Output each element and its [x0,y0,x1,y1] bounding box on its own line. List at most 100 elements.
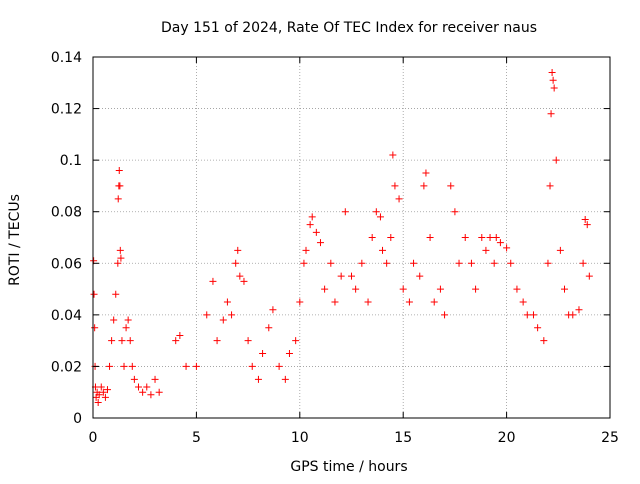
data-point [90,290,98,298]
data-point [143,383,151,391]
data-point [492,234,500,241]
data-point [147,391,155,399]
data-point [478,234,486,241]
data-point [490,259,498,267]
data-point [447,182,455,190]
tick-layer: 0 5 10 15 20 25 0 0.02 0.04 0.06 0.08 0.1 0.12 0.14 [51,50,619,446]
data-point [232,259,240,267]
x-tick-label: 10 [291,430,309,446]
data-point [579,259,587,267]
data-point [405,298,413,306]
y-tick-label: 0.02 [51,359,82,375]
data-point [259,350,267,358]
data-point [117,254,125,262]
data-point [561,285,569,293]
data-point [240,277,248,285]
y-axis-label: ROTI / TECUs [7,194,23,286]
data-point [523,311,531,319]
data-point [103,386,111,394]
data-point [548,68,556,76]
data-point [379,246,387,254]
data-point [110,316,118,324]
data-point [451,208,459,216]
data-point [91,324,99,332]
data-point [114,259,122,267]
data-point [248,362,256,370]
data-point [546,182,554,190]
data-point [482,246,490,254]
data-point [575,306,583,314]
data-point [234,246,242,254]
x-axis-label: GPS time / hours [290,459,407,475]
data-point [172,337,180,345]
data-point [275,362,283,370]
data-point [391,182,399,190]
data-point [120,362,128,370]
data-point [426,234,434,241]
data-point [352,285,360,293]
data-point [124,316,132,324]
data-point [383,259,391,267]
data-point [556,246,564,254]
y-tick-label: 0.04 [51,308,82,324]
data-point [348,272,355,280]
data-point [472,285,480,293]
data-point [308,213,316,221]
data-point [503,244,511,252]
data-point [296,298,304,306]
data-point [223,298,231,306]
data-point [126,337,134,345]
data-point [265,324,273,332]
y-tick-label: 0.06 [51,256,82,272]
data-point [99,388,107,396]
data-point [106,362,114,370]
grid-layer [93,57,610,418]
y-tick-label: 0.08 [51,205,82,221]
data-point [139,388,147,396]
y-tick-label: 0.14 [51,50,82,66]
data-point [534,324,542,332]
data-point [321,285,329,293]
data-point [341,208,349,216]
data-point [128,362,136,370]
data-point [420,182,428,190]
data-point [467,259,475,267]
y-tick-label: 0.1 [60,153,82,169]
data-point [585,272,593,280]
data-point [203,311,211,319]
x-tick-label: 0 [89,430,98,446]
data-point [410,259,418,267]
data-point [519,298,527,306]
data-point [461,234,469,241]
data-point [441,311,449,319]
data-point [549,76,557,84]
data-point [94,399,102,407]
data-point [302,246,310,254]
data-point [254,375,262,383]
data-point [219,316,227,324]
data-point [368,234,376,241]
data-point [116,246,124,254]
data-point [95,391,103,399]
data-point [97,383,105,391]
data-point [552,156,560,164]
data-point [389,151,397,159]
data-point [430,298,438,306]
data-point [292,337,300,345]
data-point [387,234,395,241]
x-tick-label: 20 [498,430,516,446]
data-point [544,259,552,267]
data-point [115,166,123,174]
data-point [182,362,190,370]
data-point [108,337,116,345]
data-point [331,298,339,306]
data-point [134,383,142,391]
data-point [281,375,289,383]
data-point [112,290,120,298]
data-point [114,195,122,203]
data-point [364,298,372,306]
x-tick-label: 25 [601,430,619,446]
data-point [176,331,184,339]
